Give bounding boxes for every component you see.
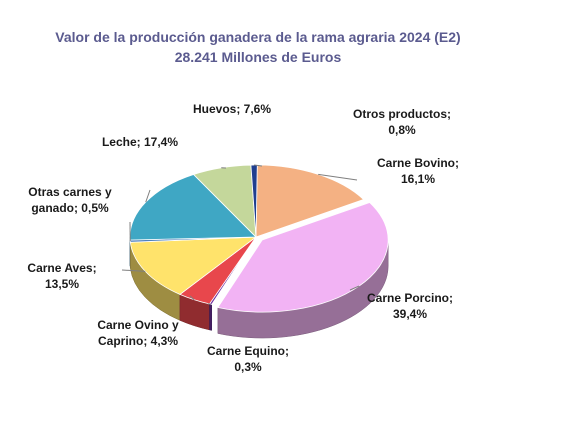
slice-label-carne-bovino: Carne Bovino; 16,1%	[377, 156, 459, 186]
leader-line-carne-porcino	[349, 285, 360, 291]
leader-line-carne-ovino-y-caprino	[189, 295, 195, 301]
slice-label-otros-productos: Otros productos; 0,8%	[353, 107, 451, 137]
chart-subtitle: 28.241 Millones de Euros	[175, 49, 342, 65]
pie-top-faces	[129, 164, 389, 313]
slice-label-carne-aves: Carne Aves; 13,5%	[27, 261, 96, 291]
slice-label-carne-equino: Carne Equino; 0,3%	[207, 344, 289, 374]
leader-lines	[121, 164, 360, 305]
leader-line-leche	[145, 189, 151, 203]
leader-line-carne-bovino	[318, 173, 358, 181]
slice-label-otras-carnes-y-ganado: Otras carnes y ganado; 0,5%	[28, 185, 112, 215]
slice-label-huevos: Huevos; 7,6%	[193, 102, 271, 116]
leader-line-carne-aves	[121, 269, 146, 272]
slice-label-carne-ovino-y-caprino: Carne Ovino y Caprino; 4,3%	[97, 318, 179, 348]
slice-label-carne-porcino: Carne Porcino; 39,4%	[367, 291, 453, 321]
chart-title: Valor de la producción ganadera de la ra…	[55, 29, 460, 45]
leader-line-otros-productos	[254, 164, 263, 167]
pie-side-carne-equino	[209, 303, 212, 331]
slice-labels: Carne Bovino; 16,1% Carne Porcino; 39,4% Car…	[27, 102, 459, 374]
slice-label-leche: Leche; 17,4%	[102, 135, 178, 149]
pie-slice-carne-aves	[129, 236, 258, 295]
pie-slice-carne-porcino	[217, 202, 389, 313]
